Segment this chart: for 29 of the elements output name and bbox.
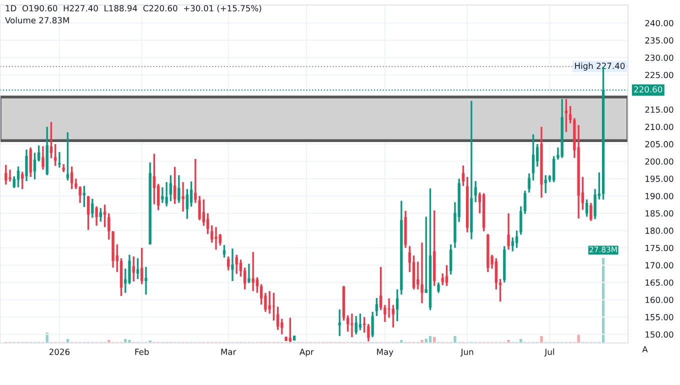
y-tick-label: 165.00 (646, 279, 674, 286)
text: A (642, 346, 648, 352)
y-tick-label: 190.00 (646, 192, 674, 200)
x-tick-label: Apr (300, 348, 314, 357)
y-tick-label: 180.00 (646, 228, 674, 234)
annotation: Volume 27.83M (5, 16, 69, 24)
y-tick-label: 185.00 (646, 210, 674, 217)
x-tick-label: Feb (135, 348, 149, 356)
x-tick-label: Jul (544, 348, 554, 357)
y-tick-label: 195.00 (646, 176, 674, 182)
x-tick-label: Mar (221, 348, 236, 356)
ref-line-label: 220.60 (634, 86, 662, 93)
x-tick-label: 2026 (49, 348, 70, 356)
y-tick-label: 230.00 (645, 54, 674, 61)
chart-title: 1D O190.60 H227.40 L188.94 C220.60 +30.01 (+15.75%) (6, 4, 262, 12)
y-tick-label: 215.00 (645, 106, 674, 113)
y-tick-label: 240.00 (645, 20, 674, 26)
y-tick-label: 235.00 (645, 37, 674, 44)
y-tick-label: 200.00 (645, 158, 674, 165)
y-tick-label: 225.00 (645, 72, 674, 78)
x-tick-label: Jun (460, 348, 474, 357)
y-tick-label: 150.00 (646, 331, 674, 338)
y-tick-label: 155.00 (646, 314, 674, 320)
y-tick-label: 210.00 (645, 124, 674, 130)
y-tick-label: 175.00 (646, 244, 674, 252)
y-tick-label: 160.00 (646, 296, 674, 304)
x-tick-label: May (377, 348, 394, 357)
y-tick-label: 170.00 (646, 262, 674, 268)
y-tick-label: 205.00 (645, 141, 674, 148)
